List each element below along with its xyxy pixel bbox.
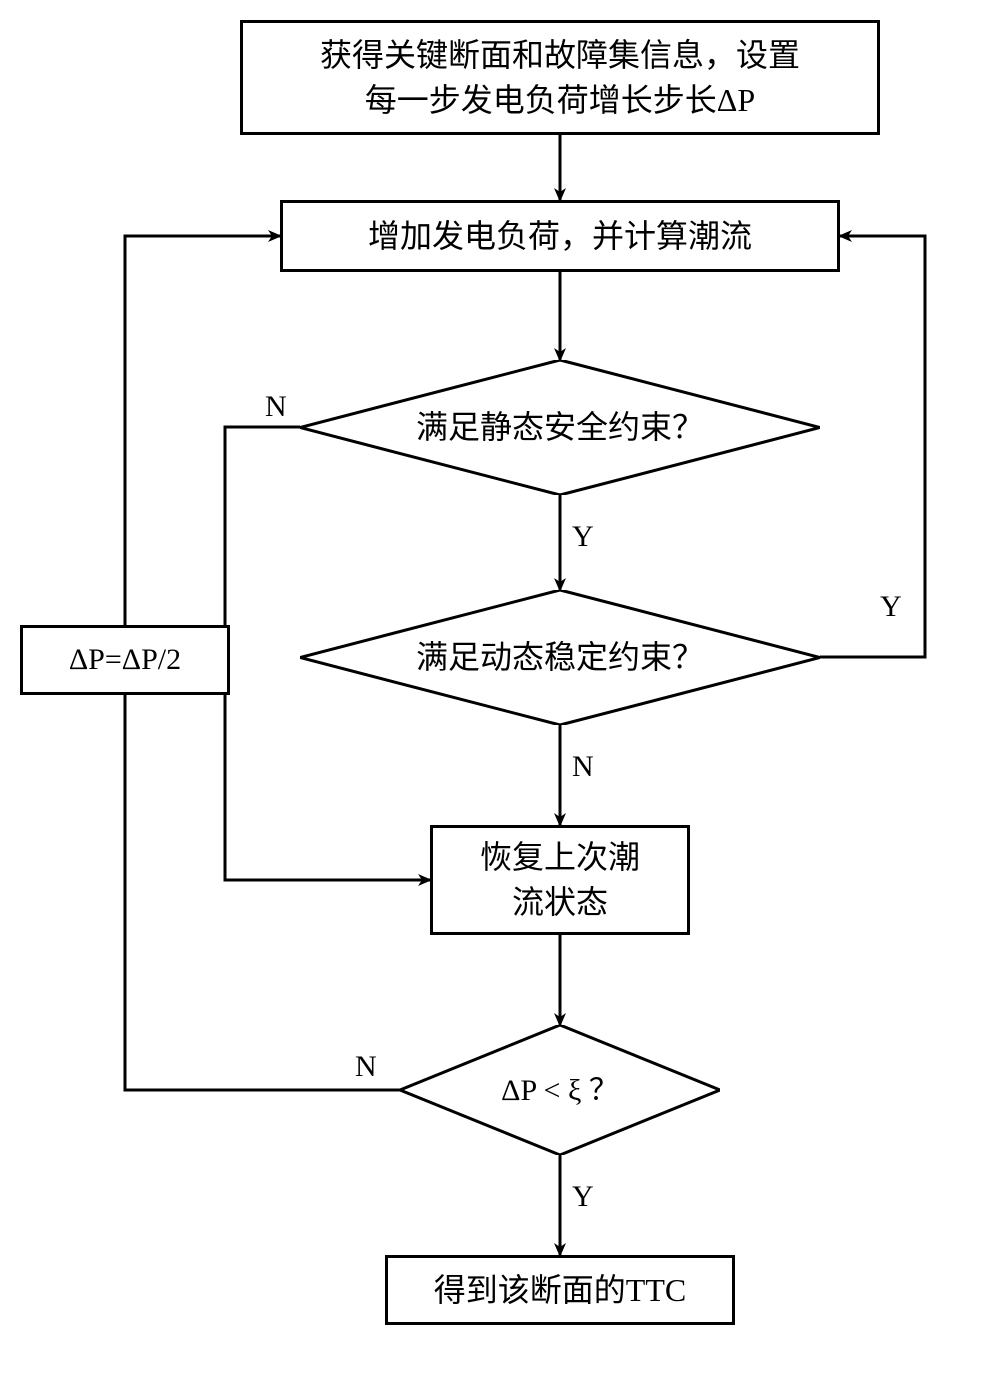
node-halve-delta-p: ΔP=ΔP/2 bbox=[20, 625, 230, 695]
node-ttc-result-text: 得到该断面的TTC bbox=[434, 1268, 686, 1313]
decision-static-safety: 满足静态安全约束？ bbox=[300, 360, 820, 495]
node-increase-load: 增加发电负荷，并计算潮流 bbox=[280, 200, 840, 272]
label-y-dynamic-text: Y bbox=[880, 590, 902, 623]
node-halve-delta-p-text: ΔP=ΔP/2 bbox=[69, 639, 181, 681]
decision-delta-p-text: ΔP < ξ ？ bbox=[501, 1071, 619, 1110]
label-y-static-text: Y bbox=[572, 520, 594, 553]
label-y-static: Y bbox=[572, 520, 594, 554]
label-y-delta-text: Y bbox=[572, 1180, 594, 1213]
label-y-delta: Y bbox=[572, 1180, 594, 1214]
label-y-dynamic: Y bbox=[880, 590, 902, 624]
node-restore-state: 恢复上次潮流状态 bbox=[430, 825, 690, 935]
node-start-text: 获得关键断面和故障集信息，设置每一步发电负荷增长步长ΔP bbox=[320, 33, 800, 123]
label-n-delta-text: N bbox=[355, 1050, 377, 1083]
decision-dynamic-stability: 满足动态稳定约束？ bbox=[300, 590, 820, 725]
decision-delta-p: ΔP < ξ ？ bbox=[400, 1025, 720, 1155]
label-n-delta: N bbox=[355, 1050, 377, 1084]
node-increase-load-text: 增加发电负荷，并计算潮流 bbox=[368, 214, 752, 259]
decision-dynamic-stability-text: 满足动态稳定约束？ bbox=[416, 637, 704, 679]
node-ttc-result: 得到该断面的TTC bbox=[385, 1255, 735, 1325]
flowchart-canvas: 获得关键断面和故障集信息，设置每一步发电负荷增长步长ΔP 增加发电负荷，并计算潮… bbox=[0, 0, 983, 1383]
node-start: 获得关键断面和故障集信息，设置每一步发电负荷增长步长ΔP bbox=[240, 20, 880, 135]
decision-static-safety-text: 满足静态安全约束？ bbox=[416, 407, 704, 449]
label-n-dynamic-text: N bbox=[572, 750, 594, 783]
label-n-dynamic: N bbox=[572, 750, 594, 784]
label-n-static: N bbox=[265, 390, 287, 424]
label-n-static-text: N bbox=[265, 390, 287, 423]
node-restore-state-text: 恢复上次潮流状态 bbox=[480, 835, 640, 925]
